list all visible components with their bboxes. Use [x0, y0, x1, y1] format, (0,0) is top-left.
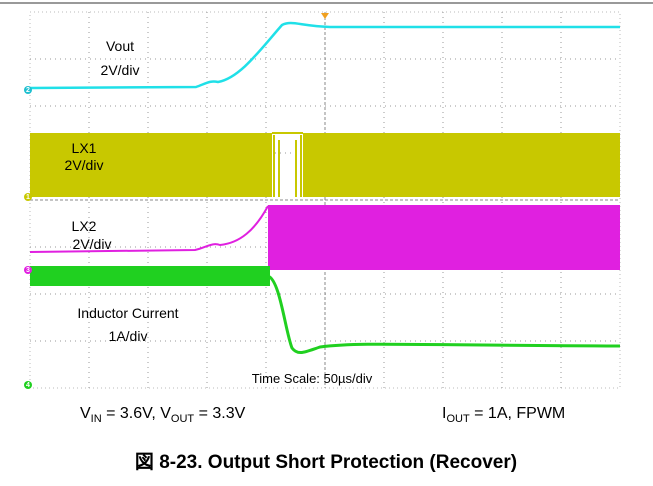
value: = 1A, FPWM	[470, 405, 566, 422]
symbol: I	[442, 405, 446, 422]
time-scale: Time Scale: 50µs/div	[252, 371, 373, 386]
scope-grid	[29, 11, 621, 389]
channel-markers: 2 1 3 4	[24, 86, 32, 389]
trace-scale: 2V/div	[101, 62, 140, 78]
value: = 3.3V	[194, 405, 245, 422]
lx1-trace	[30, 132, 620, 197]
subscript: IN	[91, 413, 102, 425]
symbol: V	[160, 405, 171, 422]
channel-number: 1	[26, 194, 30, 201]
inductor-band	[30, 266, 270, 286]
trace-name: LX1	[72, 140, 97, 156]
channel-number: 4	[26, 382, 30, 389]
channel-number: 2	[26, 87, 30, 94]
channel-number: 3	[26, 267, 30, 274]
trace-name: LX2	[72, 218, 97, 234]
caption: 図 8-23. Output Short Protection (Recover…	[135, 451, 517, 473]
trigger-marker	[321, 13, 329, 19]
trace-scale: 2V/div	[65, 157, 104, 173]
lx1-gap-pulses	[272, 132, 303, 197]
lx1-band	[303, 133, 620, 197]
channel-dot	[24, 381, 32, 389]
channel-dot	[24, 86, 32, 94]
lx1-band	[30, 133, 272, 197]
trace-name: Inductor Current	[77, 305, 178, 321]
value: = 3.6V,	[102, 405, 161, 422]
symbol: V	[80, 405, 91, 422]
lx2-line	[29, 205, 269, 253]
vout-trace	[29, 21, 620, 90]
inductor-trace	[30, 266, 621, 355]
channel-dot	[24, 266, 32, 274]
subscript: OUT	[171, 413, 195, 425]
trace-scale: 1A/div	[109, 328, 148, 344]
channel-dot	[24, 193, 32, 201]
trace-name: Vout	[106, 38, 134, 54]
inductor-line	[267, 274, 621, 355]
lx2-trace	[29, 205, 620, 270]
trace-scale: 2V/div	[73, 236, 112, 252]
subscript: OUT	[446, 413, 470, 425]
lx2-band	[268, 205, 620, 270]
conditions-left: VIN = 3.6V, VOUT = 3.3V	[80, 405, 246, 425]
conditions-right: IOUT = 1A, FPWM	[442, 405, 565, 425]
